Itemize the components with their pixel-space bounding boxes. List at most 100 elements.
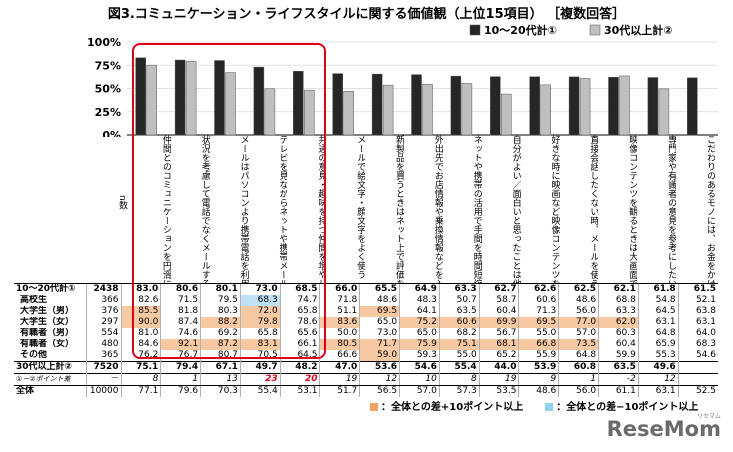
- table-cell: 66.0: [319, 283, 360, 295]
- bar-s1-1: [135, 57, 146, 136]
- category-label-7: 新製品を買うときはネット上で評価をチェックする: [394, 135, 405, 283]
- table-cell: 55.4: [438, 361, 480, 374]
- row-n: 10000: [85, 385, 121, 397]
- table-row: 大学生（女） 297 90.0 87.4 88.2 79.8 78.6 83.6 65.0 75.…: [14, 317, 718, 328]
- bar-s1-11: [529, 76, 540, 136]
- category-label-1: 仲間とのコミュニケーションを円滑にしたい: [160, 135, 171, 283]
- bar-s2-3: [225, 72, 236, 136]
- table-cell: 77.0: [558, 317, 599, 328]
- legend-label-2: 30代以上計②: [604, 23, 673, 37]
- resemom-logo: ReseMom: [606, 417, 721, 441]
- logo-subtext: リセマム: [696, 413, 721, 420]
- bar-s2-6: [343, 91, 354, 136]
- table-cell: 53.5: [478, 385, 519, 397]
- table-cell: 65.0: [399, 328, 440, 339]
- table-cell: 57.0: [399, 385, 440, 397]
- table-cell: 49.7: [239, 361, 281, 374]
- table-notes: ：全体との差+10ポイント以上 ：全体との差−10ポイント以上: [370, 398, 698, 413]
- bar-s2-2: [185, 60, 197, 136]
- table-cell: 70.3: [200, 385, 241, 397]
- note-plus10: ：全体との差+10ポイント以上: [370, 398, 523, 413]
- table-cell: 80.6: [160, 283, 201, 295]
- table-cell: 65.0: [359, 317, 400, 328]
- legend: 10～20代計① 30代以上計②: [469, 23, 673, 37]
- table-cell: 55.4: [239, 385, 281, 397]
- category-label-8: 外出先でお店情報や乗換情報などを入手したい: [432, 135, 443, 283]
- table-cell: 80.7: [200, 350, 241, 362]
- table-cell: 75.9: [399, 339, 440, 350]
- table-cell: 68.5: [279, 283, 320, 295]
- bar-s1-13: [608, 76, 619, 136]
- category-label-11: 好きな時に映画など映像コンテンツを楽しみたい: [549, 135, 560, 283]
- table-cell: 8: [438, 373, 480, 386]
- row-label: 大学生（男）: [20, 306, 75, 316]
- table-cell: 73.0: [359, 328, 400, 339]
- table-cell: 50.7: [438, 295, 480, 306]
- table-cell: 13: [200, 373, 241, 386]
- table-cell: 75.1: [438, 339, 480, 350]
- table-cell: 62.1: [598, 283, 639, 295]
- table-cell: 80.1: [200, 283, 241, 295]
- table-cell: 71.5: [160, 295, 201, 306]
- table-cell: 69.2: [200, 328, 241, 339]
- table-cell: 60.3: [598, 328, 639, 339]
- table-cell: 71.8: [319, 295, 360, 306]
- bar-s1-3: [214, 60, 225, 136]
- table-cell: 60.4: [478, 306, 519, 317]
- row-n: －: [85, 373, 121, 386]
- table-row: 10～20代計① 2438 83.0 80.6 80.1 73.0 68.5 66.0 65.5…: [14, 283, 718, 295]
- table-cell: 55.3: [637, 350, 679, 362]
- bar-s1-4: [253, 66, 265, 136]
- table-cell: 75.1: [120, 361, 161, 374]
- table-cell: 68.3: [677, 339, 718, 350]
- highlight-frame: [132, 43, 326, 359]
- table-cell: 81.8: [160, 306, 201, 317]
- table-cell: 53.6: [359, 361, 400, 374]
- table-cell: 61.8: [637, 283, 679, 295]
- table-cell: 62.6: [518, 283, 559, 295]
- bar-s2-5: [304, 89, 315, 136]
- table-row: 大学生（男） 376 85.5 81.8 80.3 72.0 65.8 51.1 69.5 64.…: [14, 306, 718, 317]
- table-cell: 50.0: [319, 328, 360, 339]
- bar-s2-10: [501, 93, 512, 136]
- table-cell: 65.8: [279, 306, 320, 317]
- table-cell: 59.0: [359, 350, 400, 362]
- row-label: 10～20代計①: [14, 283, 86, 295]
- table-cell: 60.4: [598, 339, 639, 350]
- y-tick-label: 0%: [102, 129, 121, 137]
- bar-s2-11: [540, 84, 551, 136]
- table-cell: 57.3: [438, 385, 480, 397]
- table-cell: 73.5: [558, 339, 599, 350]
- table-cell: 48.6: [518, 385, 559, 397]
- table-cell: 51.1: [319, 306, 360, 317]
- row-n: 366: [85, 295, 121, 306]
- bar-s1-12: [568, 76, 580, 136]
- table-cell: 72.0: [239, 306, 281, 317]
- table-cell: 68.2: [438, 328, 480, 339]
- table-cell: 57.0: [558, 328, 599, 339]
- row-n: 376: [85, 306, 121, 317]
- table-cell: 79.4: [160, 361, 201, 374]
- table-cell: 56.5: [359, 385, 400, 397]
- table-cell: 56.0: [558, 385, 599, 397]
- legend-label-1: 10～20代計①: [484, 23, 557, 37]
- table-cell: 48.6: [359, 295, 400, 306]
- table-cell: 19: [478, 373, 519, 386]
- table-cell: 85.5: [120, 306, 161, 317]
- table-cell: 88.2: [200, 317, 241, 328]
- table-cell: 48.2: [279, 361, 320, 374]
- row-n: 480: [85, 339, 121, 350]
- table-cell: 68.1: [478, 339, 519, 350]
- table-cell: 54.8: [637, 295, 679, 306]
- table-cell: 62.5: [558, 283, 599, 295]
- table-cell: 54.6: [677, 350, 718, 362]
- category-labels: n数 仲間とのコミュニケーションを円滑にしたい 状況を考慮して電話でなくメールする…: [0, 135, 733, 283]
- table-cell: [677, 373, 718, 386]
- table-cell: 48.3: [399, 295, 440, 306]
- table-cell: -2: [598, 373, 639, 386]
- table-row: 有職者（男） 554 81.0 74.6 69.2 65.8 65.6 50.0 73.0 65.…: [14, 328, 718, 339]
- table-cell: 68.3: [239, 295, 281, 306]
- bar-s1-9: [450, 75, 462, 136]
- table-cell: 63.5: [598, 361, 639, 374]
- bar-s1-8: [411, 74, 422, 136]
